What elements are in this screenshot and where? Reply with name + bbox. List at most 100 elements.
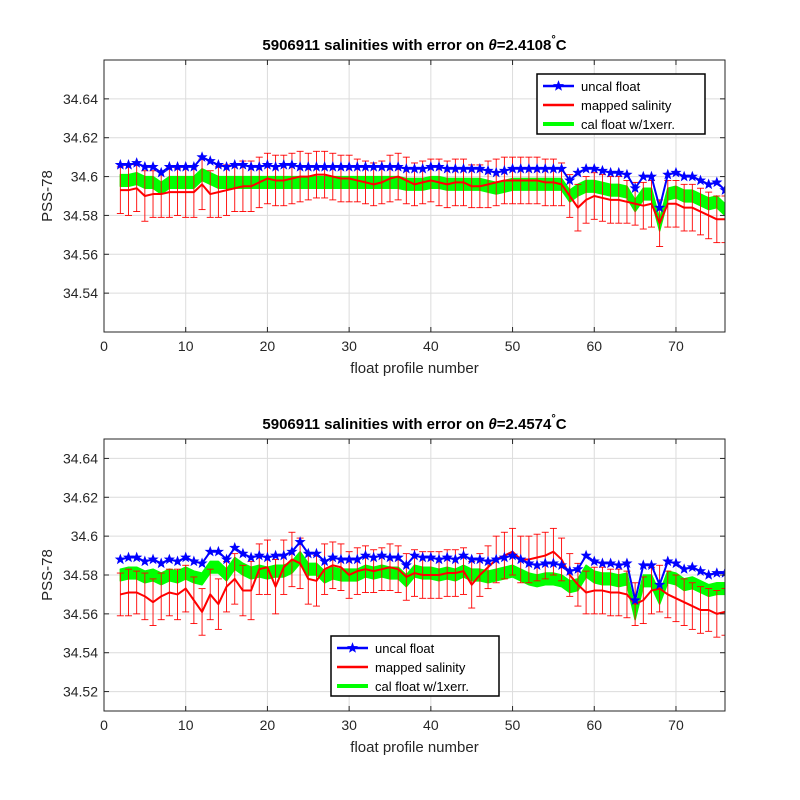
chart-1-y-tick-label: 34.62 — [63, 130, 98, 146]
chart-2-uncal-float-point — [147, 553, 159, 565]
chart-1-uncal-float-point — [670, 166, 682, 178]
chart-2-uncal-float-point — [278, 549, 290, 561]
chart-1-x-tick-label: 30 — [341, 338, 357, 354]
chart-1-uncal-float-point — [694, 174, 707, 186]
chart-2-uncal-float-point — [351, 553, 363, 565]
chart-2-uncal-float-point — [294, 536, 306, 547]
chart-2-uncal-float-point — [425, 551, 437, 563]
chart-2-x-tick-label: 60 — [586, 717, 602, 733]
chart-2-uncal-float-point — [523, 557, 535, 569]
chart-2-uncal-float-point — [368, 551, 380, 563]
chart-1-uncal-float-point — [270, 161, 282, 172]
chart-1-uncal-float-point — [654, 201, 666, 213]
chart-2-uncal-float-point — [556, 559, 568, 571]
chart-2-uncal-float-point — [319, 555, 331, 567]
chart-2-legend: uncal float mapped salinity cal float w/1x… — [330, 635, 500, 697]
chart-1-uncal-float-point — [253, 161, 265, 172]
chart-1-y-tick-label: 34.64 — [63, 91, 98, 107]
chart-1-uncal-float-point — [147, 161, 159, 172]
chart-2-uncal-float-point — [131, 551, 143, 563]
chart-1-uncal-float-point — [220, 161, 233, 172]
chart-2-y-tick-label: 34.52 — [63, 684, 98, 700]
chart-1-uncal-float-point — [196, 151, 208, 162]
chart-2-uncal-float-point — [310, 547, 323, 559]
chart-1-uncal-float-point — [629, 182, 641, 193]
chart-2-uncal-float-point — [229, 541, 241, 553]
chart-1-x-tick-label: 20 — [260, 338, 276, 354]
chart-1-uncal-float-point — [572, 166, 584, 178]
chart-1-uncal-float-point — [417, 162, 429, 174]
chart-2-x-tick-label: 0 — [100, 717, 108, 733]
chart-2-title: 5906911 salinities with error on θ=2.457… — [262, 413, 566, 433]
chart-1-uncal-float-point — [719, 184, 725, 195]
chart-2-x-tick-label: 50 — [505, 717, 521, 733]
chart-2-uncal-float-point — [220, 553, 233, 565]
chart-2-uncal-float-point — [703, 569, 715, 580]
chart-1-x-tick-label: 10 — [178, 338, 194, 354]
chart-1-legend-label: uncal float — [581, 79, 641, 94]
chart-1-legend-item: mapped salinity — [543, 98, 672, 113]
chart-1-uncal-float-point — [490, 166, 502, 178]
chart-2-uncal-float-point — [261, 551, 273, 563]
chart-1-plot-content — [114, 150, 725, 247]
chart-2-uncal-float-point — [180, 551, 192, 563]
chart-1-legend-item: cal float w/1xerr. — [543, 117, 675, 132]
chart-2-uncal-float-point — [490, 553, 502, 565]
chart-1-uncal-float-point — [474, 162, 486, 174]
chart-1-uncal-float-point — [588, 162, 600, 174]
chart-1-legend-marker — [552, 80, 565, 91]
chart-1-x-tick-label: 70 — [668, 338, 684, 354]
chart-2-uncal-float-point — [621, 557, 633, 569]
chart-1-uncal-float-point — [286, 159, 298, 170]
chart-1-legend-label: mapped salinity — [581, 98, 672, 113]
chart-2-x-tick-label: 10 — [178, 717, 194, 733]
chart-2-uncal-float-point — [155, 557, 167, 569]
chart-2-uncal-float-point — [449, 553, 461, 565]
chart-2-legend-marker — [346, 642, 359, 653]
chart-2-legend-item: uncal float — [337, 641, 435, 656]
chart-2-uncal-float-point — [376, 549, 388, 561]
chart-2-x-tick-label: 40 — [423, 717, 439, 733]
chart-2-uncal-float-point — [400, 559, 412, 571]
chart-2-uncal-float-point — [613, 559, 625, 571]
chart-1-y-tick-label: 34.56 — [63, 246, 98, 262]
chart-2-uncal-float-point — [482, 555, 494, 567]
chart-2-uncal-float-point — [237, 547, 249, 559]
chart-2-y-tick-label: 34.58 — [63, 567, 98, 583]
chart-2-uncal-float-point — [392, 551, 404, 563]
chart-2-y-axis-label: PSS-78 — [39, 549, 56, 601]
chart-2-uncal-float-point — [678, 563, 690, 574]
chart-2-legend-item: mapped salinity — [337, 660, 466, 675]
chart-2-y-tick-label: 34.64 — [63, 450, 98, 466]
chart-2-x-tick-label: 30 — [341, 717, 357, 733]
chart-2-uncal-float-point — [588, 555, 600, 567]
chart-1-uncal-float-point — [204, 155, 216, 166]
chart-2-uncal-float-point — [547, 557, 559, 569]
chart-1-y-tick-label: 34.58 — [63, 207, 98, 223]
chart-1-uncal-float-point — [392, 161, 404, 172]
chart-2-uncal-float-point — [327, 551, 339, 563]
chart-2-uncal-float-point — [605, 557, 617, 569]
chart-1-uncal-float-point — [482, 164, 494, 176]
chart-1-uncal-float-point — [498, 164, 510, 176]
chart-1-axes-box — [103, 59, 726, 333]
chart-2-uncal-float-point — [662, 555, 674, 567]
chart-1-uncal-float-point — [703, 178, 715, 190]
chart-1-x-tick-label: 0 — [100, 338, 108, 354]
chart-1-x-tick-label: 40 — [423, 338, 439, 354]
chart-1-uncal-float-point — [556, 162, 568, 174]
chart-2-legend-item: cal float w/1xerr. — [337, 679, 469, 694]
chart-2-uncal-float-point — [245, 551, 257, 563]
chart-2-uncal-float-point — [433, 553, 445, 565]
chart-1-uncal-float-point — [131, 157, 143, 168]
chart-2-uncal-float-point — [629, 594, 641, 605]
chart-2-uncal-float-point — [506, 549, 519, 561]
chart-1-uncal-float-point — [261, 159, 273, 170]
chart-2-uncal-float-point — [645, 559, 658, 571]
chart-1-uncal-float-point — [596, 164, 609, 176]
chart-1-y-tick-label: 34.54 — [63, 285, 98, 301]
chart-2-uncal-float-point — [408, 549, 421, 561]
chart-1-x-tick-label: 60 — [586, 338, 602, 354]
chart-1-legend: uncal float mapped salinity cal float w/1x… — [536, 73, 706, 135]
